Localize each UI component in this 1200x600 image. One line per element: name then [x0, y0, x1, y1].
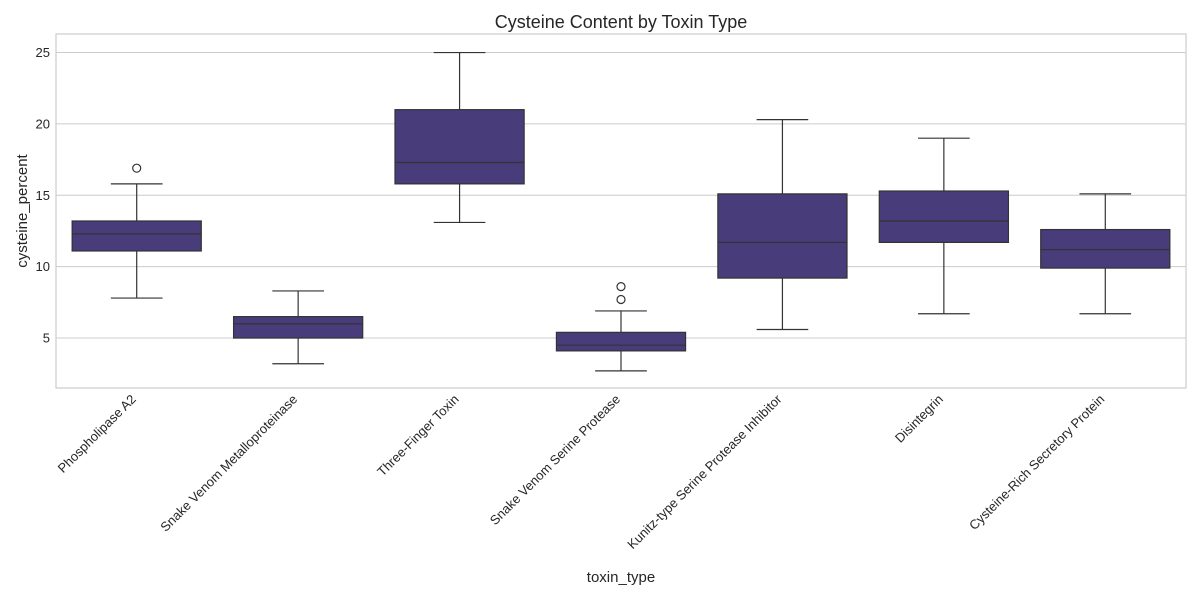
box-group — [717, 119, 848, 331]
box-group — [71, 163, 202, 299]
plot-frame — [55, 33, 1187, 389]
y-axis-ticks: 5 10 15 20 25 — [36, 45, 50, 345]
x-axis-ticks: Phospholipase A2 Snake Venom Metalloprote… — [55, 391, 1108, 552]
iqr-box — [878, 190, 1010, 244]
boxes — [71, 51, 1171, 372]
x-tick-label: Phospholipase A2 — [55, 392, 139, 476]
y-tick-label: 20 — [36, 116, 50, 131]
x-tick-label: Kunitz-type Serine Protease Inhibitor — [624, 391, 785, 552]
x-tick-label: Disintegrin — [892, 392, 946, 446]
iqr-box — [394, 109, 525, 185]
x-tick-label: Cysteine-Rich Secretory Protein — [966, 392, 1107, 533]
chart-title: Cysteine Content by Toxin Type — [495, 12, 747, 32]
y-tick-label: 10 — [36, 259, 50, 274]
x-tick-label: Snake Venom Serine Protease — [487, 392, 623, 528]
iqr-box — [1040, 228, 1171, 269]
y-axis-label: cysteine_percent — [14, 153, 31, 267]
gridlines — [56, 52, 1186, 339]
box-group — [555, 282, 687, 372]
iqr-box — [232, 316, 364, 339]
outlier-point — [616, 282, 626, 292]
x-tick-label: Snake Venom Metalloproteinase — [157, 392, 300, 535]
iqr-box — [717, 193, 848, 279]
iqr-box — [555, 331, 687, 352]
y-tick-label: 15 — [36, 188, 50, 203]
box-group — [1040, 193, 1171, 315]
x-tick-label: Three-Finger Toxin — [374, 392, 462, 480]
box-group — [232, 290, 364, 365]
x-axis-label: toxin_type — [587, 569, 655, 586]
y-tick-label: 5 — [43, 331, 50, 346]
box-group — [878, 137, 1010, 315]
outlier-point — [616, 294, 626, 305]
outlier-point — [132, 163, 142, 173]
y-tick-label: 25 — [36, 45, 50, 60]
box-group — [394, 51, 525, 224]
iqr-box — [71, 220, 202, 252]
